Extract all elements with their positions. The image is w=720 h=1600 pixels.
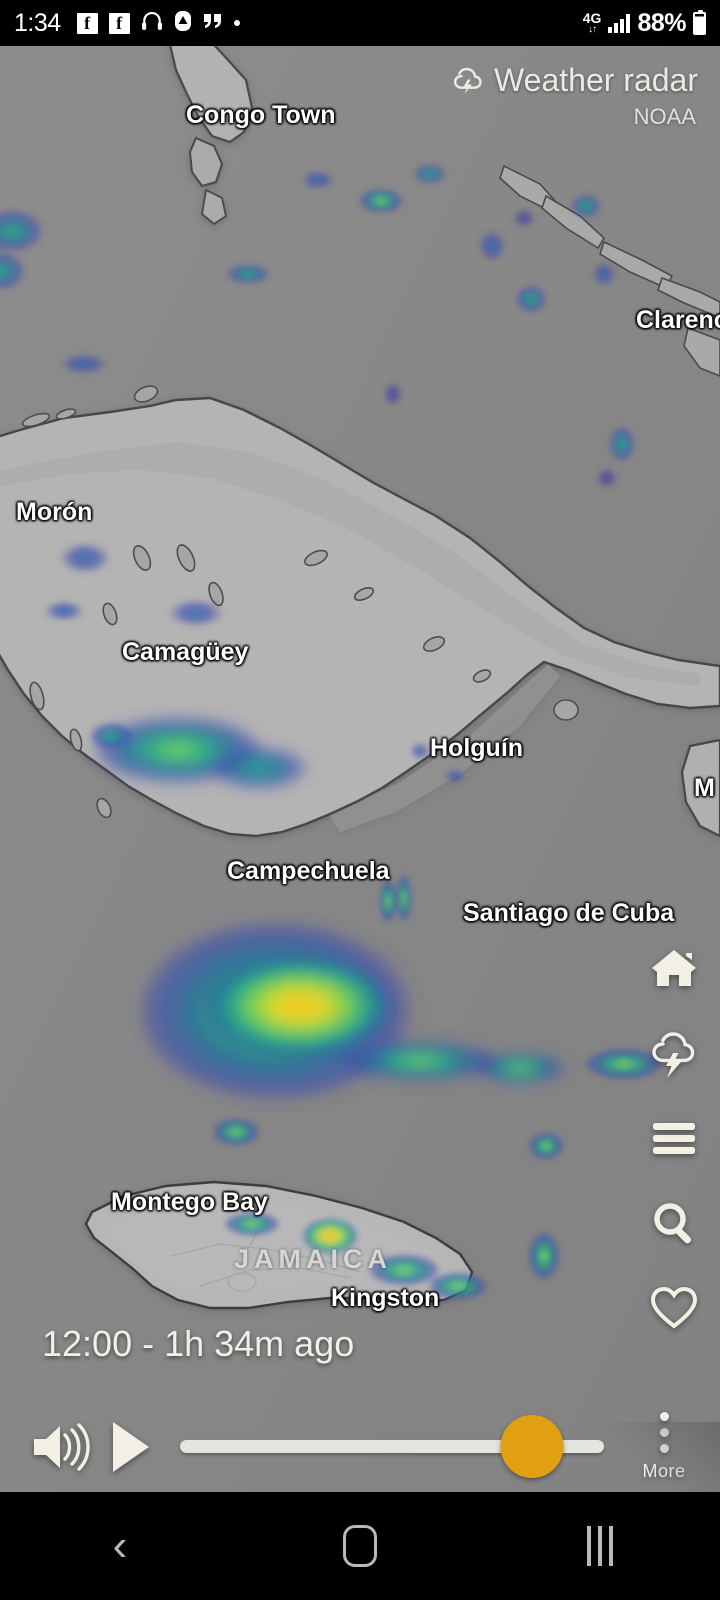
battery-percent-label: 88%	[637, 8, 686, 37]
radar-map[interactable]: Congo Town Clarenc Morón Camagüey Holguín M Ca…	[0, 46, 720, 1492]
home-circle-icon	[343, 1525, 377, 1567]
radar-source-label: NOAA	[633, 104, 696, 129]
search-button[interactable]	[650, 1199, 698, 1247]
map-canvas	[0, 46, 720, 1492]
radar-title-overlay: Weather radar NOAA	[453, 62, 698, 130]
radar-echo-cell	[609, 426, 635, 462]
favorite-button[interactable]	[650, 1284, 698, 1332]
storm-cloud-lightning-icon	[652, 1032, 695, 1078]
status-left-icons: f f	[76, 10, 240, 36]
network-type-icon: 4G ↓↑	[582, 10, 602, 35]
menu-button[interactable]	[650, 1114, 698, 1162]
more-button-label: More	[642, 1460, 686, 1481]
radar-echo-cell	[302, 1218, 358, 1254]
radar-echo-cell	[571, 194, 601, 218]
radar-echo-cell	[513, 209, 535, 227]
headphones-icon	[141, 11, 163, 35]
radar-echo-cell	[384, 382, 402, 406]
radar-echo-cell	[59, 542, 111, 574]
play-icon	[113, 1421, 149, 1472]
slider-thumb[interactable]	[500, 1415, 564, 1478]
radar-echo-cell	[410, 743, 430, 759]
map-controls-rail	[650, 944, 698, 1332]
android-nav-bar: ‹	[0, 1492, 720, 1600]
radar-echo-cell	[212, 1118, 260, 1146]
home-icon	[652, 950, 696, 986]
quote-icon	[203, 13, 223, 33]
facebook-icon: f	[76, 12, 98, 34]
radar-echo-cell	[44, 601, 84, 621]
radar-echo-cell	[379, 879, 397, 923]
radar-echo-cell	[204, 954, 396, 1058]
radar-echo-cell	[224, 1212, 280, 1236]
search-icon	[654, 1203, 692, 1244]
radar-echo-cell	[209, 746, 309, 790]
recents-bars-icon	[587, 1526, 613, 1566]
radar-echo-cell	[474, 1052, 566, 1084]
radar-echo-cell	[0, 209, 44, 253]
radar-echo-layer	[92, 716, 566, 1103]
radar-echo-cell	[301, 171, 335, 189]
signal-bars-icon	[608, 13, 631, 33]
radar-echo-cell	[168, 599, 224, 627]
landmass-hispaniola	[680, 738, 720, 838]
nav-home-button[interactable]	[240, 1492, 480, 1600]
battery-icon	[693, 9, 706, 35]
playback-controls: More	[0, 1394, 720, 1492]
status-clock: 1:34	[14, 8, 61, 37]
radar-echo-cell	[0, 251, 26, 291]
radar-echo-cell	[60, 354, 108, 374]
hamburger-menu-icon	[653, 1123, 695, 1154]
home-button[interactable]	[650, 944, 698, 992]
status-right-icons: 4G ↓↑ 88%	[583, 9, 706, 38]
radar-echo-cell	[359, 189, 403, 213]
app-icon	[174, 10, 192, 36]
timeline-slider[interactable]	[180, 1415, 604, 1478]
radar-echo-cell	[428, 1272, 488, 1300]
radar-echo-cell	[226, 264, 270, 284]
back-chevron-icon: ‹	[112, 1521, 128, 1570]
radar-echo-cell	[515, 285, 547, 313]
radar-echo-cell	[528, 1232, 560, 1280]
radar-echo-cell	[89, 722, 133, 750]
radar-echo-cell	[528, 1132, 564, 1160]
radar-timestamp: 12:00 - 1h 34m ago	[42, 1323, 355, 1364]
sound-toggle-button[interactable]	[30, 1419, 90, 1475]
heart-icon	[650, 1286, 698, 1329]
radar-echo-cell	[592, 262, 616, 286]
radar-echo-cell	[584, 1048, 664, 1080]
dot-icon	[233, 20, 240, 26]
slider-track[interactable]	[180, 1440, 604, 1453]
lightning-button[interactable]	[650, 1029, 698, 1078]
radar-echo-cell	[414, 164, 446, 184]
radar-echo-cell	[368, 1254, 440, 1286]
radar-title: Weather radar	[494, 62, 698, 98]
storm-cloud-icon	[453, 62, 483, 99]
more-vertical-icon	[659, 1411, 669, 1453]
radar-echo-cell	[597, 468, 617, 488]
radar-echo-layer-detail	[0, 164, 664, 1300]
play-button[interactable]	[102, 1419, 158, 1475]
status-bar: 1:34 f f 4G ↓↑ 88%	[0, 0, 720, 46]
radar-echo-cell	[396, 874, 412, 922]
landmass-cays	[499, 164, 720, 377]
speaker-on-icon	[34, 1422, 90, 1471]
facebook-icon: f	[108, 12, 130, 34]
landmass-keys	[21, 385, 579, 819]
landmass-bahamas	[169, 46, 254, 226]
radar-echo-cell	[478, 230, 506, 262]
more-button[interactable]: More	[622, 1411, 706, 1482]
nav-back-button[interactable]: ‹	[0, 1492, 240, 1600]
radar-echo-cell	[445, 769, 465, 783]
nav-recents-button[interactable]	[480, 1492, 720, 1600]
radar-echo-cell	[340, 1041, 500, 1081]
